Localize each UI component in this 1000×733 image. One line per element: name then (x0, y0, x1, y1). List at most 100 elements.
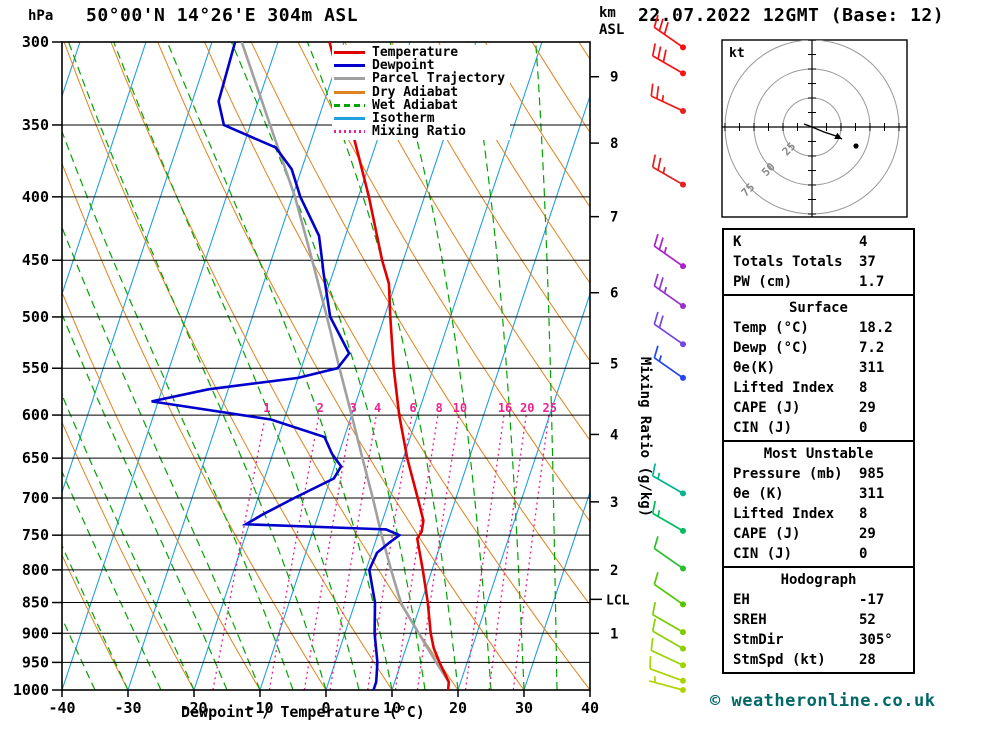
table-row-label: θe (K) (733, 486, 784, 502)
table-row: PW (cm) 1.7 (724, 272, 913, 292)
table-row-label: Lifted Index (733, 506, 835, 522)
svg-text:30: 30 (515, 699, 533, 717)
legend-label: Wet Adiabat (372, 97, 459, 113)
svg-text:0: 0 (321, 699, 330, 717)
hodograph-arrowhead (834, 132, 842, 139)
svg-text:10: 10 (453, 401, 467, 415)
legend-swatch-solid (334, 117, 365, 121)
svg-text:900: 900 (22, 624, 49, 642)
legend-item: Temperature (334, 45, 505, 60)
storm-motion-dot (853, 143, 859, 149)
table-section: Hodograph EH -17 SREH 52 StmDir 305° StmSpd (kt… (724, 566, 913, 672)
temperature-line (328, 42, 451, 690)
table-row-label: Temp (°C) (733, 320, 809, 336)
mixing-ratio-labels: 1 2 3 4 6 8 10 16 20 25 (263, 401, 557, 415)
table-row: CAPE (J) 29 (724, 398, 913, 418)
svg-text:450: 450 (22, 251, 49, 269)
table-row-label: StmDir (733, 632, 784, 648)
table-row: Temp (°C) 18.2 (724, 318, 913, 338)
wind-barb (653, 14, 686, 51)
table-row: θe (K) 311 (724, 484, 913, 504)
table-row: Dewp (°C) 7.2 (724, 338, 913, 358)
table-row-value: 29 (859, 400, 876, 416)
x-axis-title: Dewpoint / Temperature (°C) (181, 703, 425, 721)
table-row-label: EH (733, 592, 750, 608)
svg-text:-30: -30 (114, 699, 141, 717)
svg-text:20: 20 (520, 401, 534, 415)
wind-barb (648, 676, 686, 693)
table-row: EH -17 (724, 590, 913, 610)
legend-swatch-dashed (334, 103, 365, 107)
svg-text:-40: -40 (48, 699, 75, 717)
table-section: K 4 Totals Totals 37 PW (cm) 1.7 (724, 230, 913, 294)
svg-text:8: 8 (435, 401, 442, 415)
wind-barb (653, 345, 686, 381)
table-row-value: 52 (859, 612, 876, 628)
table-section-title: Hodograph (780, 572, 857, 588)
svg-text:6: 6 (610, 286, 618, 302)
svg-text:400: 400 (22, 188, 49, 206)
pressure-axis: 300 350 400 450 500 550 600 650 700 750 800 850 900 9… (13, 33, 62, 699)
wind-barb (653, 571, 686, 608)
wind-barb (653, 536, 686, 572)
table-row-label: Totals Totals (733, 254, 843, 270)
wind-barb (651, 602, 686, 636)
svg-text:LCL: LCL (606, 593, 630, 608)
table-row-value: 18.2 (859, 320, 893, 336)
altitude-axis-header: km ASL (599, 5, 625, 38)
chart-legend: Temperature Dewpoint Parcel Trajectory Dry … (332, 45, 511, 141)
table-row: Lifted Index 8 (724, 504, 913, 524)
legend-item: Mixing Ratio (334, 124, 505, 140)
svg-text:600: 600 (22, 406, 49, 424)
table-row-label: CAPE (J) (733, 526, 801, 542)
sounding-profiles (151, 42, 451, 690)
table-section-title: Surface (788, 300, 848, 316)
svg-text:650: 650 (22, 449, 49, 467)
wind-barb (653, 311, 686, 348)
page-title: 50°00'N 14°26'E 304m ASL (86, 5, 359, 26)
svg-text:500: 500 (22, 308, 49, 326)
legend-item: Parcel Trajectory (334, 71, 505, 86)
wind-barb (649, 656, 686, 684)
table-row-value: 29 (859, 526, 876, 542)
svg-text:950: 950 (22, 653, 49, 671)
table-row: CIN (J) 0 (724, 544, 913, 564)
svg-text:3: 3 (350, 401, 357, 415)
legend-item: Wet Adiabat (334, 97, 505, 113)
table-row: SREH 52 (724, 610, 913, 630)
parcel-trajectory-line (240, 42, 450, 683)
wind-barb (653, 233, 686, 270)
run-date-title: 22.07.2022 12GMT (Base: 12) (638, 5, 945, 26)
svg-text:1: 1 (263, 401, 270, 415)
svg-text:2: 2 (610, 563, 618, 579)
svg-text:850: 850 (22, 594, 49, 612)
wind-barb (651, 500, 686, 534)
table-row-label: K (733, 234, 742, 250)
svg-text:-20: -20 (180, 699, 207, 717)
legend-item: Dry Adiabat (334, 85, 505, 100)
stats-table: K 4 Totals Totals 37 PW (cm) 1.7 Surface Temp (… (722, 228, 915, 674)
svg-text:300: 300 (22, 33, 49, 51)
svg-text:550: 550 (22, 359, 49, 377)
table-row-label: PW (cm) (733, 274, 793, 290)
wind-barb (650, 83, 686, 114)
svg-text:16: 16 (498, 401, 512, 415)
wind-barb (651, 154, 686, 188)
table-row-label: CIN (J) (733, 420, 793, 436)
table-row-label: StmSpd (kt) (733, 652, 826, 668)
svg-text:25: 25 (543, 401, 557, 415)
svg-text:75: 75 (739, 181, 758, 200)
copyright: © weatheronline.co.uk (710, 691, 936, 711)
table-section-title: Most Unstable (763, 446, 874, 462)
legend-swatch-solid (334, 64, 365, 68)
svg-text:1000: 1000 (13, 681, 49, 699)
svg-text:7: 7 (610, 210, 618, 226)
table-row: StmDir 305° (724, 630, 913, 650)
svg-text:40: 40 (581, 699, 599, 717)
table-row-value: -17 (859, 592, 885, 608)
legend-label: Mixing Ratio (372, 124, 466, 140)
table-row: CAPE (J) 29 (724, 524, 913, 544)
pressure-unit-label: hPa (28, 8, 54, 24)
